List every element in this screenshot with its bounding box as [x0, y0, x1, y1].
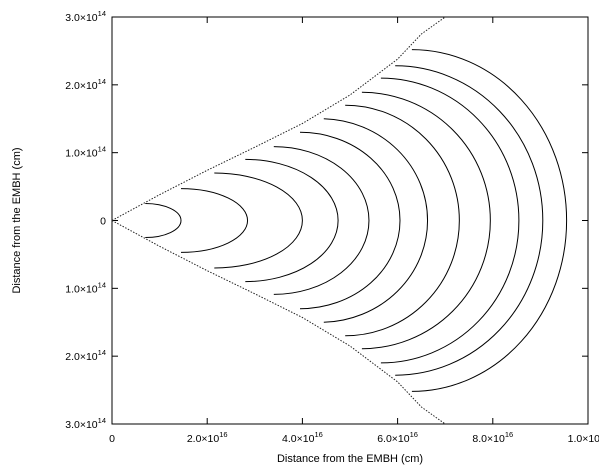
y-tick-label: 0 — [100, 216, 106, 228]
contour-arc — [180, 188, 249, 253]
contour-arcs — [145, 49, 568, 392]
x-tick-label: 1.0×1017 — [568, 430, 599, 445]
x-axis-label: Distance from the EMBH (cm) — [277, 453, 423, 465]
contour-arc — [345, 104, 460, 337]
x-tick-label: 0 — [109, 433, 115, 445]
contour-arc — [395, 65, 544, 376]
envelope-lines — [111, 16, 446, 425]
y-tick-label: 3.0×1014 — [65, 416, 106, 431]
y-tick-label: 3.0×1014 — [65, 9, 106, 24]
x-tick-labels: 0 2.0×1016 4.0×1016 6.0×1016 8.0×1016 1.0×101… — [109, 430, 599, 445]
contour-arc — [323, 118, 428, 323]
tick-marks — [111, 16, 589, 425]
x-tick-label: 4.0×1016 — [282, 430, 323, 445]
x-tick-label: 8.0×1016 — [472, 430, 513, 445]
x-tick-label: 6.0×1016 — [377, 430, 418, 445]
contour-arc — [214, 172, 303, 269]
y-tick-label: 1.0×1014 — [65, 145, 106, 160]
y-axis-label: Distance from the EMBH (cm) — [11, 147, 23, 293]
contour-arc — [380, 77, 520, 364]
y-tick-label: 2.0×1014 — [65, 77, 106, 92]
plot-frame — [111, 16, 589, 425]
contour-arc — [245, 158, 339, 283]
contour-arc — [273, 146, 370, 295]
envelope-upper — [111, 16, 446, 221]
contour-arc — [411, 49, 568, 392]
y-tick-labels: 3.0×1014 2.0×1014 1.0×1014 0 1.0×1014 2.0×101… — [65, 9, 106, 431]
contour-arc — [145, 203, 182, 238]
y-tick-label: 2.0×1014 — [65, 348, 106, 363]
y-tick-label: 1.0×1014 — [65, 280, 106, 295]
x-tick-label: 2.0×1016 — [187, 430, 228, 445]
envelope-lower — [111, 220, 446, 425]
contour-arc — [361, 91, 491, 350]
contour-arc — [299, 131, 401, 310]
